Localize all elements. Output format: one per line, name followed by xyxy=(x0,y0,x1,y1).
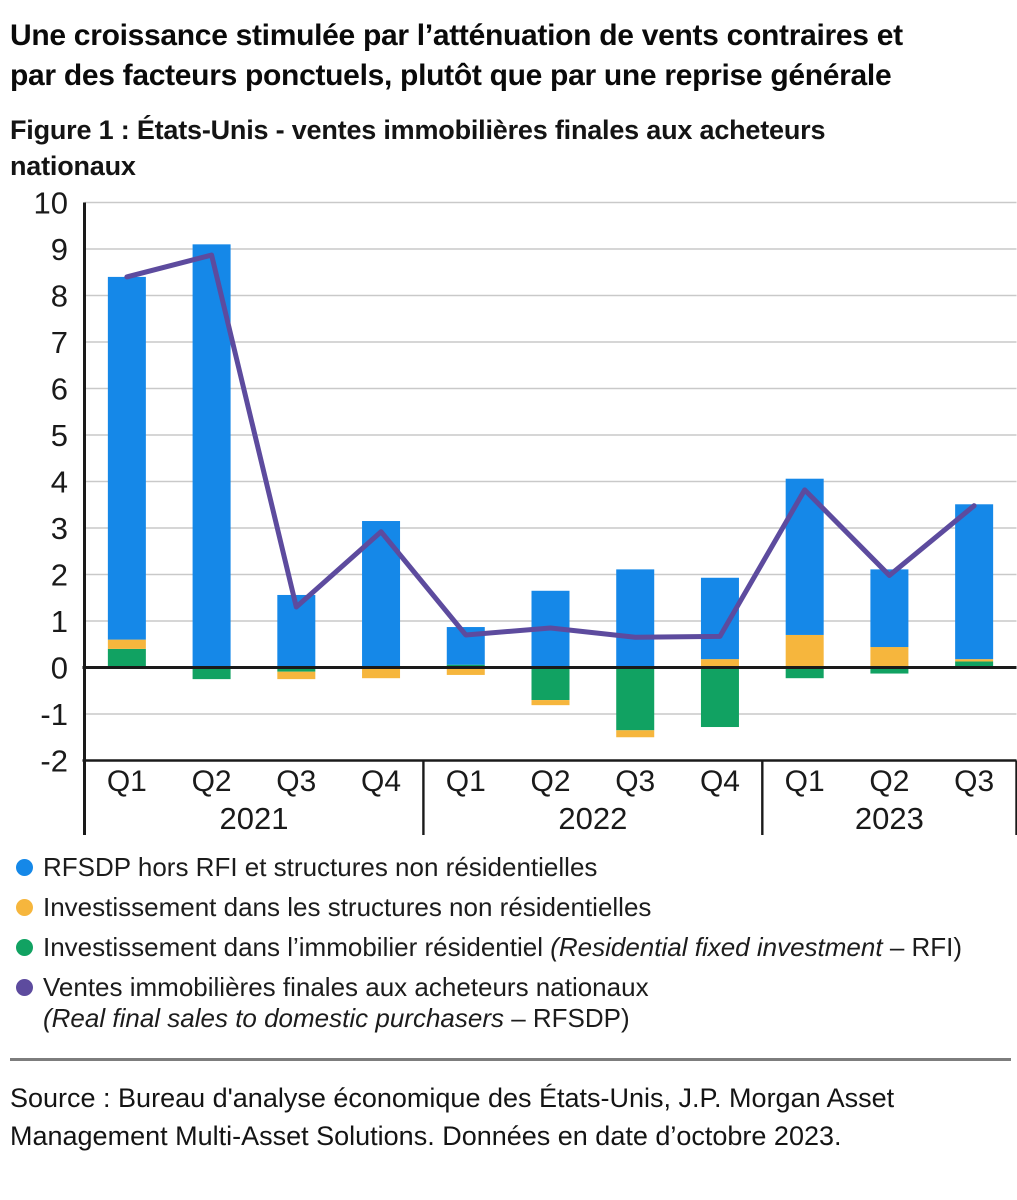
bar-segment xyxy=(955,504,994,660)
y-tick-label: 0 xyxy=(51,651,68,686)
bar-segment xyxy=(870,667,909,674)
bar-segment xyxy=(870,647,909,668)
figure-page: Une croissance stimulée par l’atténuatio… xyxy=(10,16,1017,1155)
bar-segment xyxy=(531,667,570,701)
bar-segment xyxy=(616,667,655,731)
legend-label-part: Investissement dans l’immobilier résiden… xyxy=(43,932,551,962)
bar-segment xyxy=(700,577,739,660)
quarter-label: Q1 xyxy=(107,765,147,798)
legend-label-italic-part: (Residential fixed investment xyxy=(550,932,883,962)
quarter-label: Q3 xyxy=(615,765,655,798)
source-note: Source : Bureau d'analyse économique des… xyxy=(10,1079,1011,1155)
bar-segment xyxy=(785,634,824,668)
legend-label-part: – RFSDP) xyxy=(503,1003,630,1033)
y-tick-label: 7 xyxy=(51,325,68,360)
quarter-label: Q4 xyxy=(700,765,740,798)
legend-item: RFSDP hors RFI et structures non résiden… xyxy=(10,852,1009,883)
bar-segment xyxy=(107,276,146,640)
quarter-label: Q4 xyxy=(361,765,401,798)
y-tick-label: 2 xyxy=(51,558,68,593)
legend-label: Investissement dans les structures non r… xyxy=(43,892,651,923)
bar-segment xyxy=(277,667,316,672)
source-line-2: Management Multi-Asset Solutions. Donnée… xyxy=(10,1121,842,1151)
legend-dot-icon xyxy=(16,899,33,916)
quarter-label: Q2 xyxy=(530,765,570,798)
quarter-label: Q1 xyxy=(785,765,825,798)
line-series xyxy=(124,252,977,640)
legend-label-part: Ventes immobilières finales aux acheteur… xyxy=(43,972,649,1002)
legend-dot-icon xyxy=(16,859,33,876)
chart-area: 10 9 8 7 6 5 4 3 2 1 0 -1 -2 Q1 Q2 Q3 Q4 Q1 Q2 Q3 Q4 Q1 Q2 Q3 20… xyxy=(10,186,1017,838)
bar-segment xyxy=(107,648,146,668)
divider-line xyxy=(10,1058,1011,1061)
bar-segment xyxy=(616,730,655,738)
y-tick-label: 3 xyxy=(51,511,68,546)
bar-segment xyxy=(700,659,739,668)
y-tick-label: 6 xyxy=(51,372,68,407)
bar-segment xyxy=(192,667,231,680)
bar-segment xyxy=(107,639,146,649)
chart-legend: RFSDP hors RFI et structures non résiden… xyxy=(10,852,1009,1034)
legend-item: Investissement dans les structures non r… xyxy=(10,892,1009,923)
quarter-label: Q3 xyxy=(276,765,316,798)
y-tick-label: 1 xyxy=(51,604,68,639)
bar-segment xyxy=(277,671,316,680)
bar-segment xyxy=(446,667,485,675)
y-tick-label: -2 xyxy=(40,744,68,779)
legend-label-part: RFSDP hors RFI et structures non résiden… xyxy=(43,852,598,882)
year-label: 2022 xyxy=(558,801,627,836)
y-tick-label: 4 xyxy=(51,465,68,500)
caption-line-2: nationaux xyxy=(10,151,136,181)
y-tick-label: -1 xyxy=(40,697,68,732)
title-line-1: Une croissance stimulée par l’atténuatio… xyxy=(10,19,903,52)
legend-dot-icon xyxy=(16,939,33,956)
bar-segment xyxy=(616,569,655,668)
legend-label-italic-part: (Real final sales to domestic purchasers xyxy=(43,1003,504,1033)
legend-item: Ventes immobilières finales aux acheteur… xyxy=(10,972,1009,1034)
y-tick-label: 8 xyxy=(51,279,68,314)
legend-label-part: Investissement dans les structures non r… xyxy=(43,892,652,922)
legend-label: Investissement dans l’immobilier résiden… xyxy=(43,932,962,963)
source-line-1: Source : Bureau d'analyse économique des… xyxy=(10,1083,895,1113)
legend-label: Ventes immobilières finales aux acheteur… xyxy=(43,972,649,1034)
bar-segment xyxy=(531,700,570,706)
quarter-label: Q3 xyxy=(954,765,994,798)
legend-label: RFSDP hors RFI et structures non résiden… xyxy=(43,852,597,883)
year-label: 2021 xyxy=(219,801,288,836)
y-tick-label: 9 xyxy=(51,232,68,267)
bar-segment xyxy=(785,667,824,679)
quarter-label: Q2 xyxy=(869,765,909,798)
legend-label-part: – RFI) xyxy=(882,932,963,962)
y-tick-label: 5 xyxy=(51,418,68,453)
bar-segment xyxy=(870,569,909,648)
quarter-label: Q2 xyxy=(192,765,232,798)
y-tick-label: 10 xyxy=(34,190,68,221)
caption-line-1: Figure 1 : États-Unis - ventes immobiliè… xyxy=(10,115,826,145)
bar-segment xyxy=(362,667,401,679)
title-line-2: par des facteurs ponctuels, plutôt que p… xyxy=(10,59,892,92)
bar-segment xyxy=(955,659,994,662)
bar-segment xyxy=(955,661,994,668)
quarter-label: Q1 xyxy=(446,765,486,798)
figure-caption: Figure 1 : États-Unis - ventes immobiliè… xyxy=(10,112,1009,184)
legend-dot-icon xyxy=(16,979,33,996)
page-title: Une croissance stimulée par l’atténuatio… xyxy=(10,16,1009,96)
legend-item: Investissement dans l’immobilier résiden… xyxy=(10,932,1009,963)
bar-segment xyxy=(700,667,739,728)
year-label: 2023 xyxy=(855,801,924,836)
